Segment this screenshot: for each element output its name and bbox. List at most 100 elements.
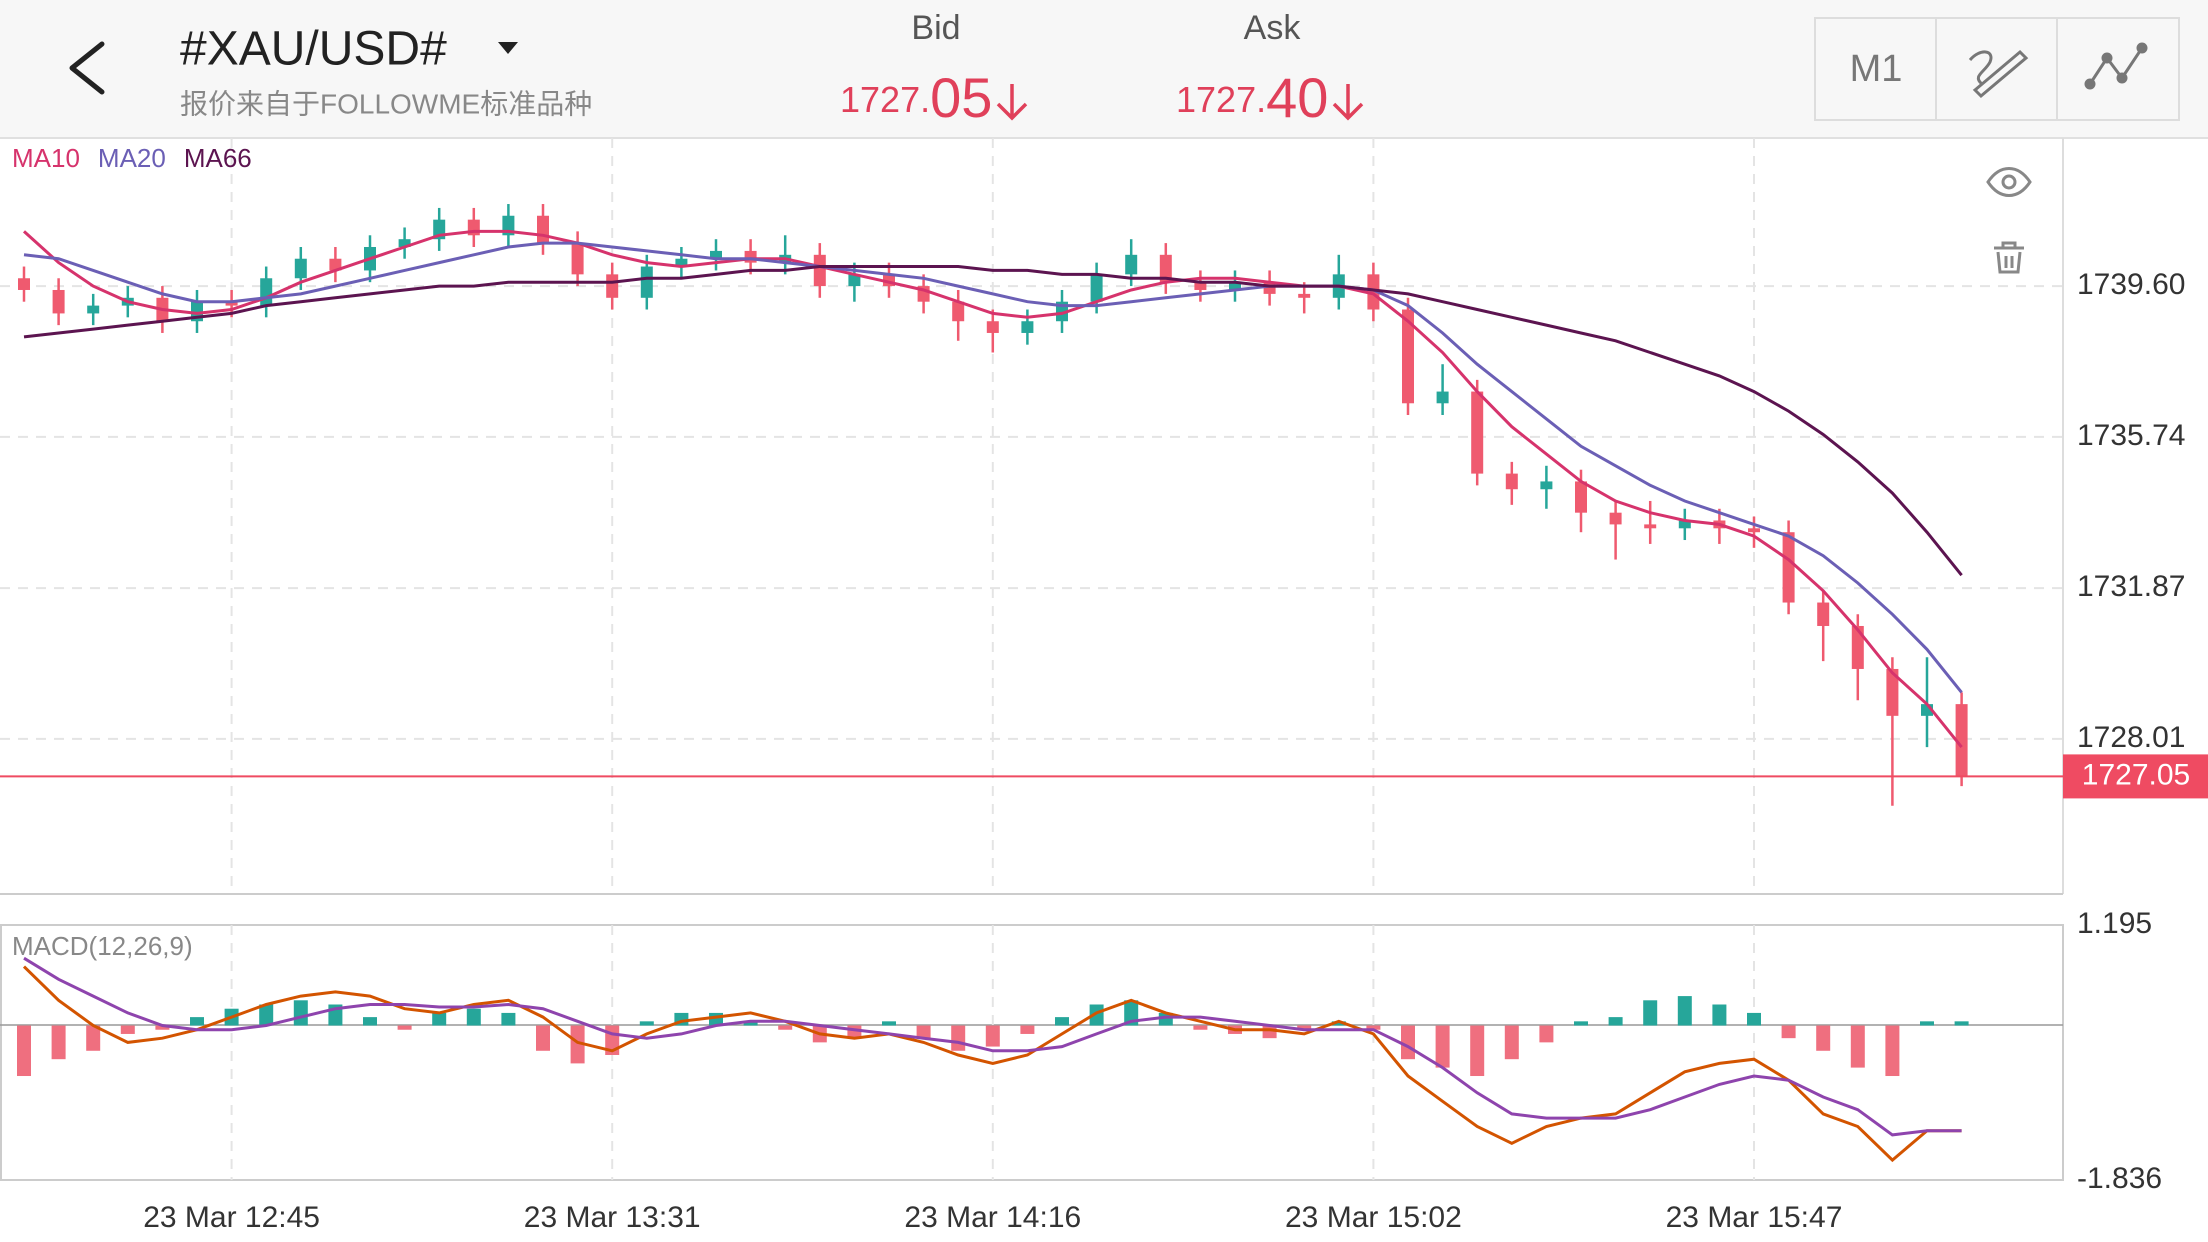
legend-entry: MA20 [98,143,166,173]
candle-body [606,274,619,298]
macd-bar [1366,1025,1381,1030]
plot: 1739.60 1735.74 1731.87 1728.01 23 Mar 12:45… [0,138,2208,1234]
candle-body [1402,309,1414,404]
candle-body [1540,481,1553,490]
candle-body [848,274,861,287]
candle-body [1851,625,1864,669]
macd-bar [951,1025,966,1051]
candle-body [1644,524,1657,529]
macd-bar [916,1025,931,1039]
candle-body [1921,704,1933,716]
candle-body [18,278,30,290]
macd-bar [1504,1025,1519,1060]
macd-bar [397,1025,412,1030]
macd-bar [1643,1000,1658,1026]
ma-line [22,229,1963,749]
macd-bar [259,1004,274,1026]
macd-bar [536,1025,550,1051]
macd-line [22,965,1962,1163]
candle-body [986,321,999,333]
candle-body [813,254,826,287]
candle-body [398,239,411,248]
macd-bar [51,1025,66,1060]
macd-bar [363,1017,377,1026]
macd-bar [1089,1004,1104,1026]
legend-entry: MA10 [12,143,80,173]
macd-bar [293,1000,308,1026]
macd-bar [17,1025,31,1077]
macd-bar [501,1012,516,1026]
candle-body [1436,391,1449,404]
macd-bar [1401,1025,1415,1060]
candle-body [1125,254,1138,275]
macd-bar [882,1021,896,1026]
bid-arrow [996,84,1028,121]
draw-tool-button[interactable] [1968,49,2029,99]
x-tick-label: 23 Mar 14:16 [904,1201,1081,1234]
x-tick-label: 23 Mar 12:45 [143,1201,320,1234]
y2-tick-label: 1.195 [2077,907,2152,940]
macd-bar [1781,1025,1796,1039]
macd-bar [1747,1012,1761,1026]
y-tick-label: 1728.01 [2077,721,2185,754]
price-head: 1727. [1176,79,1266,120]
candle-body [1575,481,1587,513]
macd-bar [86,1025,101,1051]
candle-body [744,250,757,263]
bid-label: Bid [911,9,960,47]
macd-bar [466,1008,481,1026]
macd-bar [1297,1025,1312,1030]
price-tail: 05 [930,66,992,129]
candle-body [1817,602,1830,626]
candle-body [1367,274,1380,310]
candle-body [1609,512,1622,525]
macd-bar [1020,1025,1035,1034]
toolbar [1814,17,2180,121]
last-price-tag [2063,754,2208,799]
ask-price: 1727.40 [1176,66,1328,129]
candle-body [571,243,584,275]
price-tail: 40 [1266,66,1328,129]
candle-body [1194,282,1207,290]
price-head: 1727. [840,79,930,120]
indicator-button[interactable] [2084,42,2148,90]
ma-line [23,265,1963,577]
y-tick-label: 1739.60 [2077,268,2185,301]
last-price-label: 1727.05 [2082,758,2190,791]
y-tick-label: 1735.74 [2077,419,2185,452]
candle-body [1090,274,1103,302]
macd-bar [1574,1021,1588,1026]
delete-indicator[interactable] [1994,241,2024,274]
candle-body [1955,704,1968,777]
candle-body [1021,321,1034,333]
x-tick-label: 23 Mar 15:47 [1666,1201,1843,1234]
symbol-dropdown[interactable] [498,42,518,54]
quote-source: 报价来自于FOLLOWME标准品种 [180,88,592,119]
macd-bar [1712,1004,1727,1026]
candle-body [1263,282,1276,294]
candle-body [329,258,342,271]
visibility-toggle[interactable] [1986,167,2032,197]
ma-line [23,241,1963,694]
macd-label: MACD(12,26,9) [12,931,193,961]
macd-bar [639,1021,654,1026]
back-button[interactable] [69,41,105,95]
candle-body [1471,391,1484,474]
macd-bar [1193,1025,1208,1030]
candle-body [952,301,965,322]
candle-body [883,274,895,287]
candle-body [1298,293,1311,298]
candle-body [1748,528,1760,533]
candle-body [640,266,653,298]
bid-price: 1727.05 [840,66,992,129]
timeframe-button[interactable]: M1 [1850,48,1903,90]
macd-bar [190,1017,204,1026]
candle-body [1229,282,1241,290]
symbol-title[interactable]: #XAU/USD# [180,23,447,76]
macd-bar [1677,996,1692,1026]
candle-body [537,215,549,244]
macd-bar [1608,1017,1623,1026]
macd-bar [1331,1021,1346,1026]
macd-bar [1055,1017,1069,1026]
